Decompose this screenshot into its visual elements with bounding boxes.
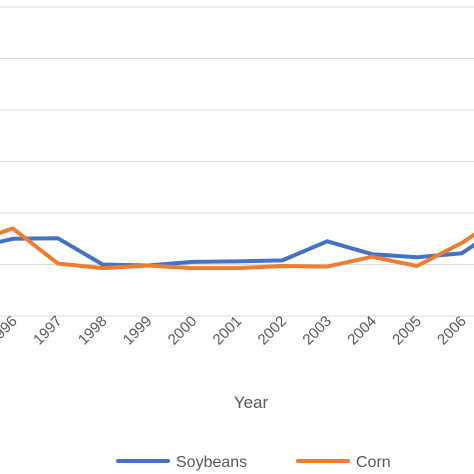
series-line-soybeans bbox=[0, 236, 474, 268]
x-tick-label: 2005 bbox=[389, 313, 425, 349]
x-tick-label: 2003 bbox=[299, 313, 335, 349]
legend-label-corn: Corn bbox=[356, 454, 391, 471]
x-tick-label: 1996 bbox=[0, 313, 21, 349]
legend: Soybeans Corn bbox=[116, 454, 391, 471]
x-axis-title: Year bbox=[234, 393, 269, 412]
series-line-corn bbox=[0, 226, 474, 271]
x-tick-label: 2002 bbox=[255, 313, 291, 349]
x-tick-label: 1999 bbox=[120, 313, 156, 349]
x-tick-label: 2001 bbox=[210, 313, 246, 349]
x-tick-label: 2004 bbox=[344, 313, 380, 349]
series-lines bbox=[0, 226, 474, 271]
legend-label-soybeans: Soybeans bbox=[176, 454, 247, 471]
x-tick-label: 2000 bbox=[165, 313, 201, 349]
x-tick-label: 1998 bbox=[75, 313, 111, 349]
x-tick-label: 1997 bbox=[30, 313, 66, 349]
x-tick-label: 2006 bbox=[434, 313, 470, 349]
x-tick-labels: 1995199619971998199920002001200220032004… bbox=[0, 313, 470, 349]
